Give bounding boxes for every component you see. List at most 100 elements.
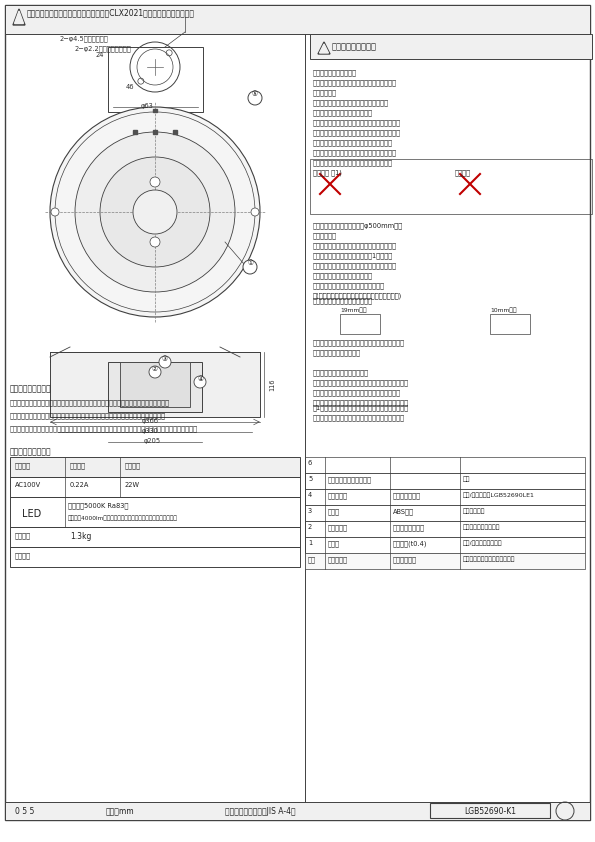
- Text: 22W: 22W: [125, 482, 140, 488]
- Text: ・ＬＥＤにはバラツキがあるため、同一品番でも: ・ＬＥＤにはバラツキがあるため、同一品番でも: [313, 389, 401, 396]
- Bar: [10, 477, 300, 497]
- Text: ブラック仕上: ブラック仕上: [463, 508, 486, 514]
- Text: により５５度以下の傾斜天井に取付可能です。: により５５度以下の傾斜天井に取付可能です。: [313, 414, 405, 421]
- Bar: [305, 489, 585, 505]
- Bar: [120, 362, 190, 407]
- Circle shape: [100, 157, 210, 267]
- Circle shape: [150, 237, 160, 247]
- Bar: [10, 497, 300, 527]
- Polygon shape: [153, 109, 157, 112]
- Text: ・接触不良による感電の原因となります。: ・接触不良による感電の原因となります。: [313, 99, 389, 105]
- Bar: [5, 5, 590, 34]
- Text: ないでください。落下の原因となります。: ないでください。落下の原因となります。: [313, 139, 393, 146]
- Text: 3: 3: [308, 508, 312, 514]
- Circle shape: [251, 208, 259, 216]
- Text: 2: 2: [308, 524, 312, 530]
- Bar: [310, 34, 592, 59]
- Text: LED: LED: [23, 509, 42, 519]
- Text: ⑤: ⑤: [252, 91, 258, 97]
- Text: ①: ①: [247, 260, 253, 266]
- Text: ・下記のような天井や壁面には絶対に取り付け: ・下記のような天井や壁面には絶対に取り付け: [313, 149, 397, 156]
- Circle shape: [243, 260, 257, 274]
- Text: LGB52690-K1: LGB52690-K1: [464, 807, 516, 816]
- Text: 部番: 部番: [308, 556, 316, 562]
- Bar: [108, 47, 203, 112]
- Text: ・傾斜型アウトレットボックスには直接取り付け: ・傾斜型アウトレットボックスには直接取り付け: [313, 129, 401, 136]
- Text: φ205: φ205: [143, 438, 161, 444]
- Text: ください。: ください。: [313, 89, 337, 96]
- Text: 2−φ4.5穴　木ネジ用: 2−φ4.5穴 木ネジ用: [60, 35, 109, 41]
- Bar: [305, 505, 585, 521]
- Polygon shape: [13, 9, 25, 25]
- Bar: [310, 159, 592, 214]
- Circle shape: [133, 190, 177, 234]
- Circle shape: [150, 177, 160, 187]
- Text: 116: 116: [269, 378, 275, 391]
- Text: 昼白色（5000K Ra83）: 昼白色（5000K Ra83）: [68, 502, 129, 509]
- Text: 必要です。: 必要です。: [313, 232, 337, 238]
- Text: ・ほたるスイッチと接続する場合は器具１台につきスイッチ３個までご使用ください。: ・ほたるスイッチと接続する場合は器具１台につきスイッチ３個までご使用ください。: [10, 412, 166, 418]
- Text: 5: 5: [308, 476, 312, 482]
- Text: 本　体: 本 体: [328, 540, 340, 546]
- Bar: [305, 473, 585, 489]
- Bar: [50, 352, 260, 417]
- Text: ・虫、ホコリの入りにくい構造: ・虫、ホコリの入りにくい構造: [313, 369, 369, 376]
- Bar: [108, 362, 202, 412]
- Text: 強度をご確認ください。ネジは1本の固定: 強度をご確認ください。ネジは1本の固定: [313, 252, 393, 258]
- Text: ③: ③: [162, 356, 168, 362]
- Bar: [305, 553, 585, 569]
- Text: 器具質量: 器具質量: [15, 532, 31, 539]
- Text: 注1）別途傾斜天井アダプタ（ＨＫ９０４８）の使用: 注1）別途傾斜天井アダプタ（ＨＫ９０４８）の使用: [313, 404, 409, 411]
- Bar: [305, 521, 585, 537]
- Text: カ　バ　ー: カ バ ー: [328, 524, 348, 530]
- Text: ＜使用上のご注意＞: ＜使用上のご注意＞: [10, 384, 52, 393]
- Text: 単位：mm: 単位：mm: [106, 807, 134, 816]
- Text: 24: 24: [96, 52, 105, 58]
- Text: 明るさ：4000lmクインパルックプレミア蛍光灯１０相当品相当: 明るさ：4000lmクインパルックプレミア蛍光灯１０相当品相当: [68, 515, 178, 520]
- Text: φ366: φ366: [142, 418, 158, 424]
- Text: 部　品　名: 部 品 名: [328, 556, 348, 562]
- Text: ABS樹脂: ABS樹脂: [393, 508, 414, 514]
- Circle shape: [75, 132, 235, 292]
- Bar: [340, 314, 380, 334]
- Text: ・器具取り付け前に必ず引掛シーリングの固定: ・器具取り付け前に必ず引掛シーリングの固定: [313, 242, 397, 248]
- Circle shape: [50, 107, 260, 317]
- Text: 丸形フル引掛シーリング: 丸形フル引掛シーリング: [328, 476, 372, 482]
- Polygon shape: [318, 42, 330, 54]
- Text: 6: 6: [308, 460, 312, 466]
- Text: 材質・素材厚: 材質・素材厚: [393, 556, 417, 562]
- Bar: [305, 537, 585, 553]
- Text: クリーンアクリル: クリーンアクリル: [393, 524, 425, 530]
- Text: AC100V: AC100V: [15, 482, 41, 488]
- Text: 亜鉛鋼板(t0.4): 亜鉛鋼板(t0.4): [393, 540, 427, 546]
- Text: 注意：商品には寿命があります。詳細はCLX2021ＡＡをご参照ください。: 注意：商品には寿命があります。詳細はCLX2021ＡＡをご参照ください。: [27, 8, 195, 17]
- Text: ・取り付けには十分な余分がφ500mm以上: ・取り付けには十分な余分がφ500mm以上: [313, 222, 403, 229]
- Text: 丸形引掛シーリング　ローゼット: 丸形引掛シーリング ローゼット: [313, 297, 373, 304]
- Polygon shape: [153, 130, 157, 134]
- Text: (パナソニック製の配線器具をご使用ください): (パナソニック製の配線器具をご使用ください): [313, 292, 402, 299]
- Text: 備　考　パナソニック株式会社: 備 考 パナソニック株式会社: [463, 556, 515, 562]
- Text: 電源ユニット内蔵型: 電源ユニット内蔵型: [10, 447, 52, 456]
- Text: 屋外や水気、湿気のある所では使用しないで: 屋外や水気、湿気のある所では使用しないで: [313, 79, 397, 86]
- Text: ・器具の近くでは、ラジオやテレビなどの音響、映像機器に雑音が入る場合があります。: ・器具の近くでは、ラジオやテレビなどの音響、映像機器に雑音が入る場合があります。: [10, 399, 170, 406]
- Circle shape: [194, 376, 206, 388]
- Text: 定格電圧: 定格電圧: [15, 462, 31, 469]
- Text: （４個以上のほたるスイッチと接続すると、スイッチを切にしても器具が消灯しないことがあります）: （４個以上のほたるスイッチと接続すると、スイッチを切にしても器具が消灯しないこと…: [10, 425, 198, 432]
- Text: 品番: 品番: [463, 476, 471, 482]
- Text: 19mm以上: 19mm以上: [340, 307, 367, 312]
- Polygon shape: [133, 130, 137, 134]
- Text: 飾　り: 飾 り: [328, 508, 340, 514]
- Bar: [5, 802, 590, 820]
- Text: 透明/ブラック　LGB52690LE1: 透明/ブラック LGB52690LE1: [463, 492, 535, 498]
- Bar: [10, 527, 300, 547]
- Text: ・配線器具の出力が下記以上必要です。: ・配線器具の出力が下記以上必要です。: [313, 282, 385, 289]
- Text: ・一般屋内用器具です。: ・一般屋内用器具です。: [313, 69, 357, 76]
- Text: 金属天井: 金属天井: [455, 169, 471, 176]
- Bar: [10, 547, 300, 567]
- Text: 傾斜天井 注1): 傾斜天井 注1): [313, 169, 342, 176]
- Text: 0 5 5: 0 5 5: [15, 807, 35, 816]
- Polygon shape: [173, 130, 177, 134]
- Text: 第　三　角　法　（JIS A-4）: 第 三 角 法 （JIS A-4）: [225, 807, 295, 816]
- Text: ・天井直取り付け専用器具です。: ・天井直取り付け専用器具です。: [313, 109, 373, 115]
- Circle shape: [248, 91, 262, 105]
